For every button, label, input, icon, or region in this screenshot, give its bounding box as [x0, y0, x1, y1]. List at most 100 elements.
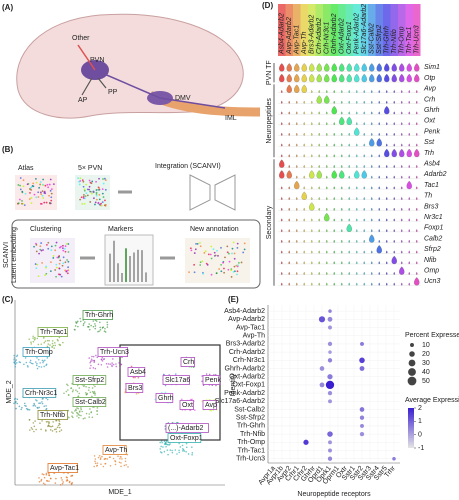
cell-dot	[67, 251, 70, 253]
cell-dot	[50, 188, 53, 191]
cell-dot	[32, 340, 35, 343]
cell-dot	[33, 404, 36, 406]
cell-dot	[94, 462, 97, 465]
dot	[359, 407, 365, 412]
cell-dot	[88, 323, 90, 325]
cell-dot	[188, 271, 190, 273]
cell-dot	[202, 272, 205, 275]
violin	[363, 271, 365, 275]
violin	[326, 111, 328, 115]
violin	[311, 164, 313, 168]
cell-dot	[80, 196, 83, 199]
cell-dot	[54, 344, 56, 347]
cell-dot	[41, 402, 44, 405]
legend-label: 0	[418, 432, 422, 439]
cell-dot	[104, 327, 106, 330]
cell-dot	[217, 254, 219, 257]
violin	[361, 170, 367, 179]
violin	[281, 261, 283, 265]
violin	[378, 100, 380, 104]
cell-dot	[95, 180, 97, 183]
cell-dot	[120, 465, 122, 468]
cell-dot	[233, 252, 236, 255]
cell-dot	[14, 365, 17, 368]
violin	[311, 282, 313, 286]
column-label: Ghrh-Adarb2	[331, 13, 338, 54]
cell-dot	[231, 247, 234, 250]
cell-dot	[62, 244, 64, 247]
cell-dot	[48, 425, 51, 428]
cell-dot	[106, 323, 109, 326]
identity-label: Ghrh-Adarb2	[225, 365, 266, 372]
violin	[401, 111, 403, 115]
cell-dot	[175, 373, 177, 375]
dot	[328, 448, 332, 453]
cell-dot	[46, 183, 49, 186]
cell-dot	[74, 321, 77, 323]
cell-dot	[29, 188, 31, 190]
cell-dot	[54, 342, 56, 344]
cell-dot	[97, 201, 100, 204]
violin	[301, 73, 307, 83]
violin	[393, 175, 395, 179]
cell-dot	[48, 480, 50, 482]
cell-dot	[83, 384, 85, 387]
cell-dot	[40, 366, 43, 368]
column-header	[285, 4, 293, 56]
arrow	[77, 44, 96, 71]
violin	[386, 207, 388, 211]
cell-dot	[50, 261, 52, 264]
violin	[348, 282, 350, 286]
violin	[326, 229, 328, 232]
violin	[371, 207, 373, 211]
cell-dot	[119, 457, 121, 460]
cell-dot	[208, 373, 211, 376]
violin	[279, 170, 285, 179]
cell-dot	[64, 245, 67, 248]
identity-label: Brs3-Adarb2	[226, 341, 265, 348]
cell-dot	[56, 426, 59, 429]
cluster-label: Oxt	[182, 402, 193, 409]
cell-dot	[123, 464, 126, 467]
cell-dot	[45, 364, 47, 367]
cluster-label: Sst-Sfrp2	[75, 377, 104, 384]
violin	[303, 271, 305, 275]
column-label: Oxt-Foxp1	[346, 21, 353, 54]
cluster-box	[179, 400, 195, 410]
cell-dot	[32, 182, 35, 185]
cell-dot	[102, 196, 105, 198]
dot	[359, 415, 365, 420]
cell-dot	[166, 449, 169, 451]
violin	[346, 223, 352, 232]
cell-dot	[36, 263, 39, 266]
cell-dot	[132, 376, 135, 379]
cell-dot	[34, 336, 36, 339]
cluster-box	[165, 423, 209, 433]
cluster-box	[22, 347, 50, 357]
cell-dot	[24, 404, 26, 407]
violin	[408, 175, 410, 179]
cell-dot	[13, 359, 15, 361]
cell-dot	[38, 480, 41, 483]
cell-dot	[101, 360, 104, 362]
cell-dot	[76, 407, 78, 409]
cluster-label: Trh-Tac1	[40, 329, 67, 336]
violin	[326, 175, 328, 179]
gene-label: Nfib	[424, 257, 437, 264]
cell-dot	[59, 484, 62, 486]
cell-dot	[52, 257, 55, 259]
network	[189, 174, 236, 211]
gene-label: Adarb2	[423, 171, 447, 178]
violin	[356, 239, 358, 243]
cell-dot	[124, 391, 126, 394]
column-header	[308, 4, 316, 56]
cell-dot	[30, 426, 33, 429]
cell-dot	[89, 367, 91, 369]
violin	[333, 261, 335, 265]
violin	[376, 73, 382, 83]
cell-dot	[52, 421, 54, 423]
cell-dot	[163, 450, 166, 453]
cluster-box	[72, 397, 107, 407]
violin	[318, 261, 320, 265]
column-label: Avp-Th	[301, 31, 308, 55]
